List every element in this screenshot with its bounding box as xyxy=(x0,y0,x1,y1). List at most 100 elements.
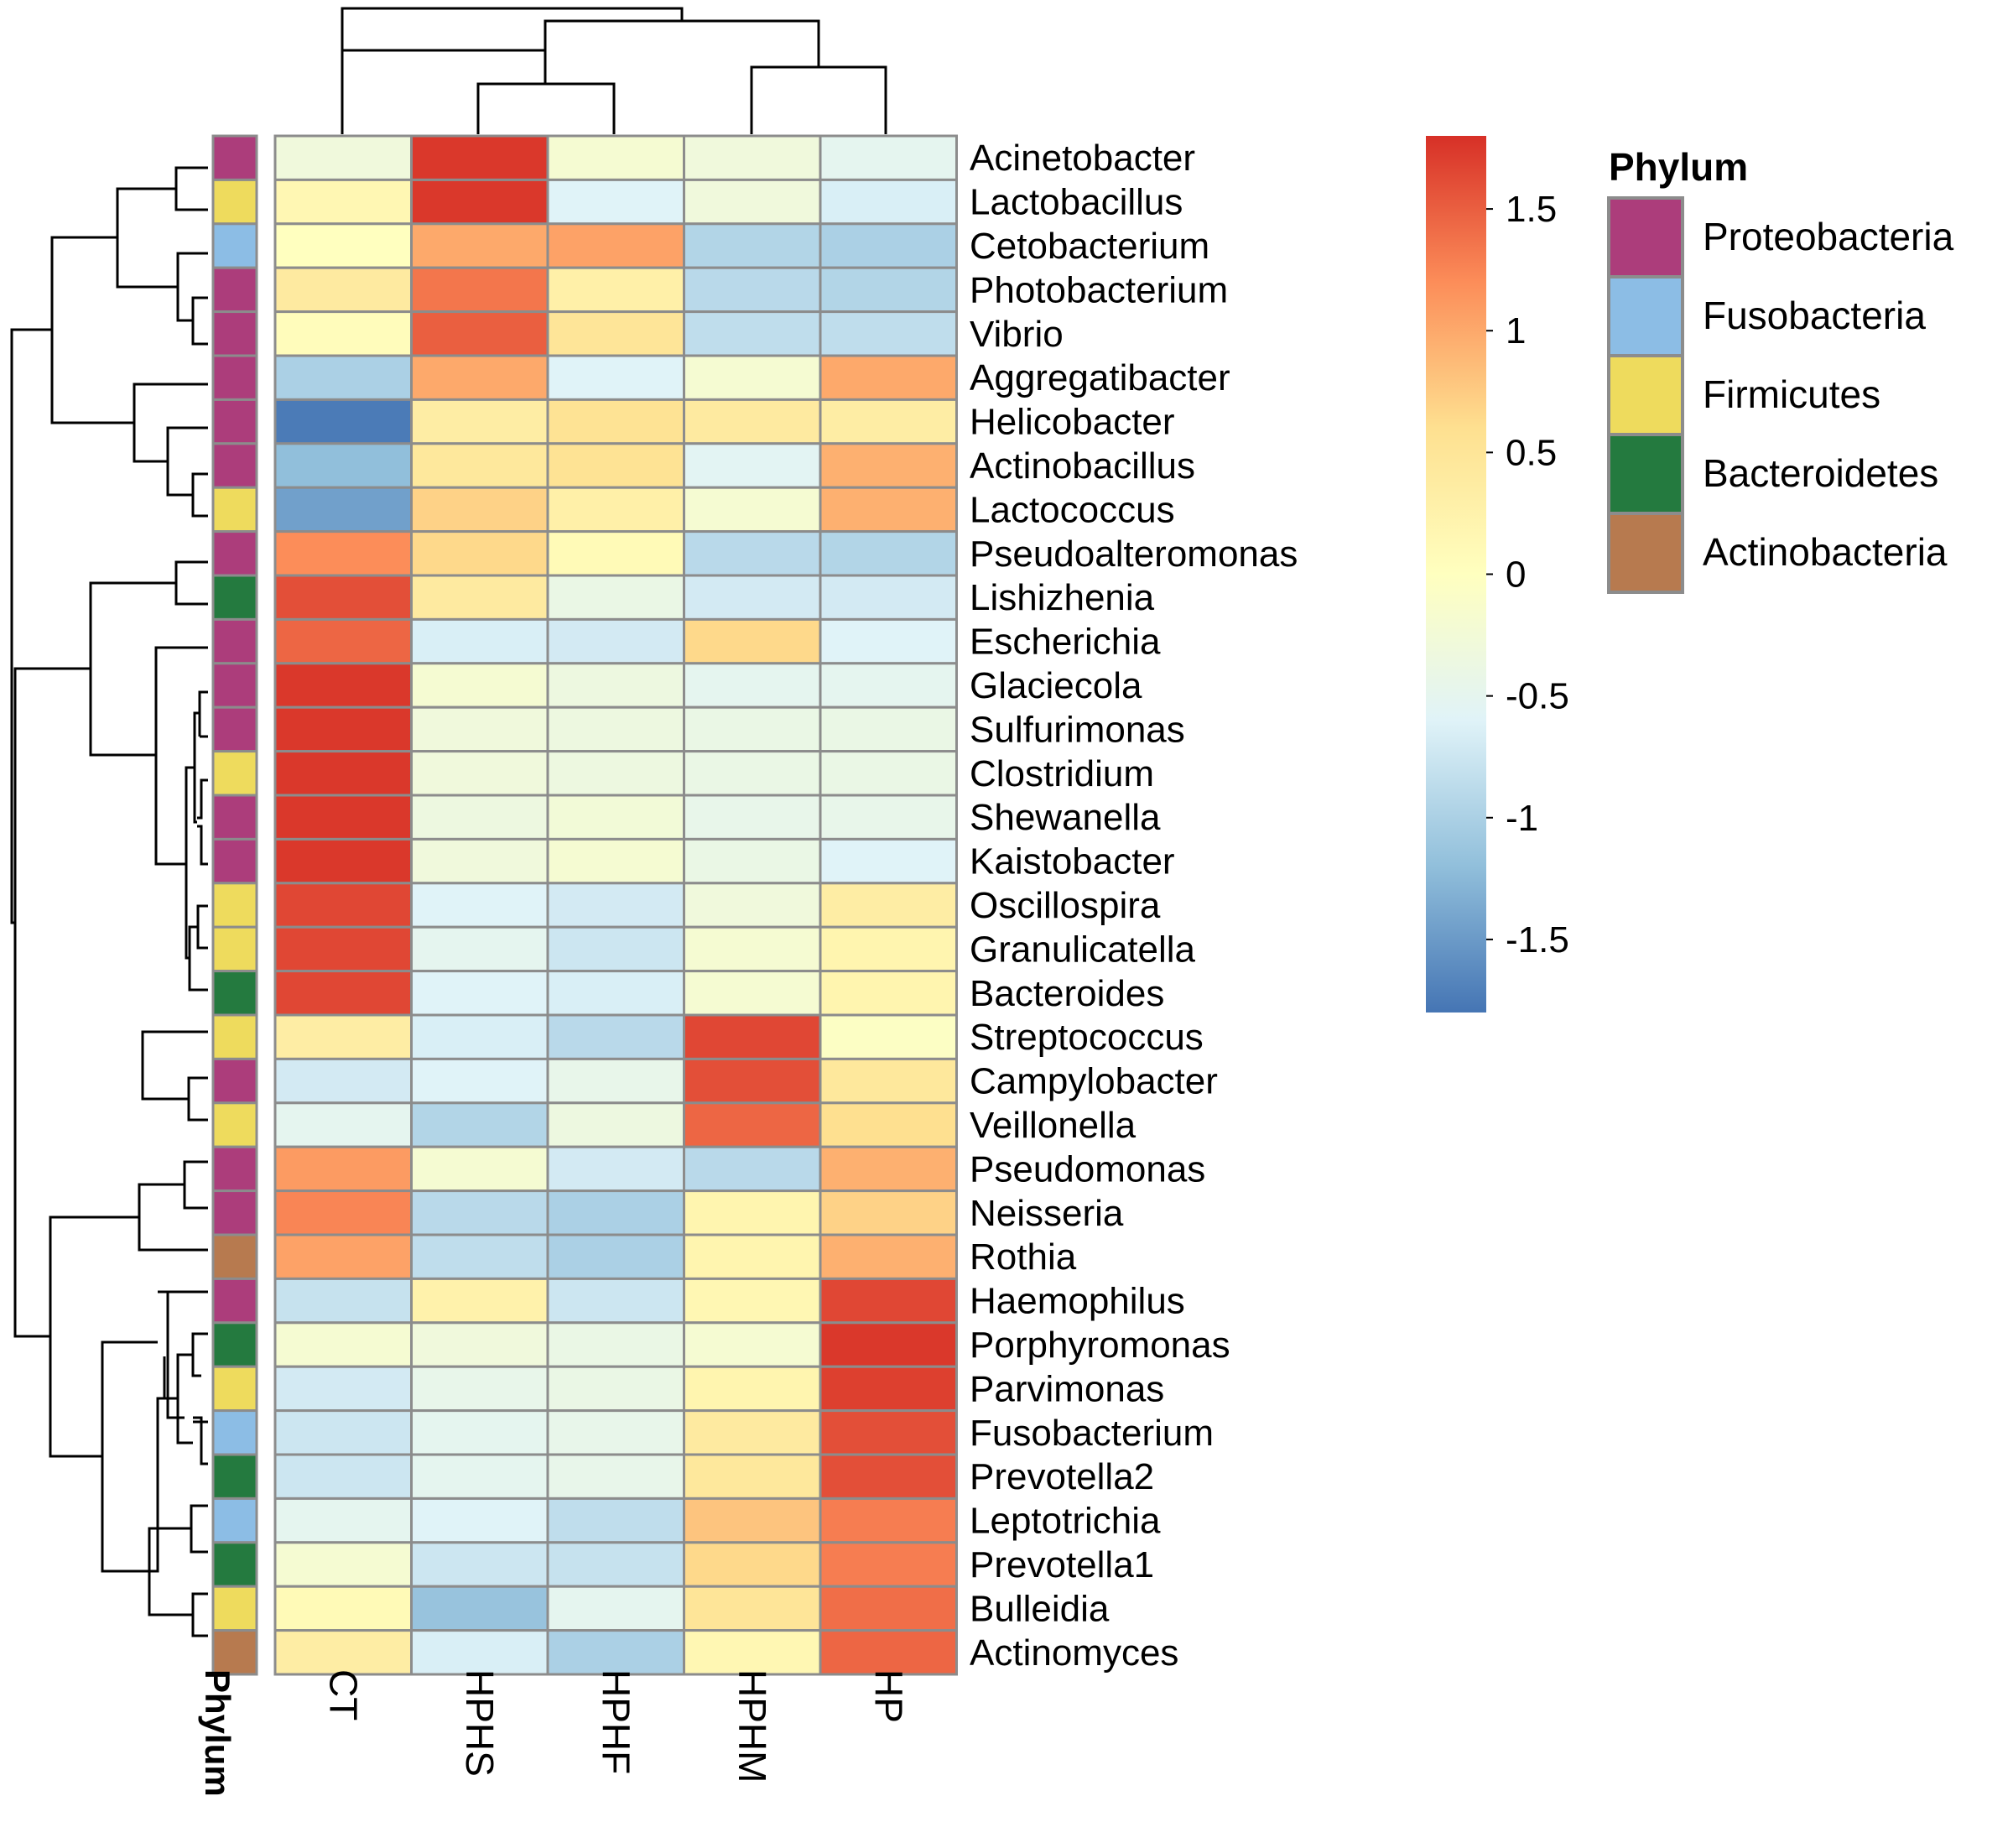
heatmap-cell xyxy=(410,398,549,445)
heatmap-cell xyxy=(546,1145,685,1193)
phylum-legend: Phylum Proteobacteria Fusobacteria Firmicu… xyxy=(1607,145,1954,594)
heatmap-cell xyxy=(683,837,822,885)
heatmap-cell xyxy=(273,617,413,665)
heatmap-cell xyxy=(683,1233,822,1280)
heatmap-cell xyxy=(273,178,413,226)
column-dendrogram xyxy=(341,7,887,134)
heatmap-cell xyxy=(273,1145,413,1193)
heatmap-cell xyxy=(273,970,413,1017)
heatmap-cell xyxy=(273,882,413,929)
row-label: Neisseria xyxy=(970,1193,1124,1234)
heatmap-cell xyxy=(819,970,958,1017)
heatmap-cell xyxy=(410,1453,549,1500)
heatmap-cell xyxy=(410,310,549,357)
color-scale-ticks: 1.5 1 0.5 0 -0.5 -1 -1.5 xyxy=(1486,189,1569,960)
row-label: Bulleidia xyxy=(970,1588,1110,1629)
row-labels: AcinetobacterLactobacillusCetobacteriumP… xyxy=(970,138,1298,1674)
heatmap-cell xyxy=(273,925,413,973)
heatmap-cell xyxy=(410,1233,549,1280)
heatmap-cell xyxy=(410,574,549,621)
heatmap-cell xyxy=(273,442,413,489)
heatmap-cell xyxy=(819,310,958,357)
color-scale-tick-label: -1 xyxy=(1506,798,1538,839)
legend-title: Phylum xyxy=(1609,145,1748,189)
heatmap-cell xyxy=(683,1453,822,1500)
phylum-annotation-cell xyxy=(211,750,258,797)
heatmap-cell xyxy=(546,178,685,226)
row-label: Granulicatella xyxy=(970,929,1196,970)
heatmap-cell xyxy=(546,134,685,181)
heatmap-cell xyxy=(683,178,822,226)
heatmap-cell xyxy=(819,486,958,534)
heatmap-cell xyxy=(683,1013,822,1060)
heatmap-cell xyxy=(819,134,958,181)
heatmap-cell xyxy=(819,266,958,314)
color-scale-tick-label: 0 xyxy=(1506,554,1526,596)
heatmap-cell xyxy=(546,354,685,401)
heatmap-cell xyxy=(273,1321,413,1368)
phylum-annotation-cell xyxy=(211,530,258,577)
heatmap-cell xyxy=(410,970,549,1017)
row-label: Helicobacter xyxy=(970,402,1175,443)
phylum-annotation-cell xyxy=(211,398,258,445)
heatmap-cell xyxy=(410,134,549,181)
heatmap-cell xyxy=(546,574,685,621)
heatmap-cell xyxy=(819,1497,958,1544)
heatmap-cell xyxy=(273,1277,413,1325)
heatmap-cell xyxy=(546,1541,685,1588)
heatmap-cell xyxy=(819,398,958,445)
phylum-annotation-cell xyxy=(211,1629,258,1676)
heatmap-cell xyxy=(410,266,549,314)
heatmap-cell xyxy=(683,354,822,401)
heatmap-cell xyxy=(546,925,685,973)
phylum-annotation-cell xyxy=(211,310,258,357)
heatmap-cell xyxy=(410,662,549,709)
heatmap-cell xyxy=(273,1453,413,1500)
phylum-annotation-cell xyxy=(211,970,258,1017)
heatmap-cell xyxy=(410,178,549,226)
heatmap-cell xyxy=(410,925,549,973)
heatmap-cell xyxy=(683,794,822,841)
heatmap-cell xyxy=(410,530,549,577)
heatmap-cell xyxy=(410,794,549,841)
heatmap-cell xyxy=(273,1585,413,1632)
heatmap-cell xyxy=(546,1277,685,1325)
heatmap-cell xyxy=(819,1189,958,1236)
phylum-annotation-cell xyxy=(211,1541,258,1588)
row-label: Cetobacterium xyxy=(970,226,1209,267)
row-label: Porphyromonas xyxy=(970,1325,1230,1366)
heatmap-cell xyxy=(546,794,685,841)
heatmap-cell xyxy=(819,1101,958,1148)
row-label: Prevotella1 xyxy=(970,1544,1154,1585)
heatmap-cell xyxy=(546,398,685,445)
heatmap-cell xyxy=(819,1365,958,1413)
heatmap-cell xyxy=(410,1409,549,1456)
color-scale-bar xyxy=(1426,136,1486,1012)
heatmap-cell xyxy=(273,310,413,357)
row-label: Fusobacterium xyxy=(970,1413,1214,1454)
heatmap-cell xyxy=(410,1497,549,1544)
phylum-annotation-cell xyxy=(211,794,258,841)
row-label: Photobacterium xyxy=(970,269,1228,310)
legend-swatch xyxy=(1607,512,1684,594)
heatmap-cell xyxy=(683,134,822,181)
heatmap-cell xyxy=(273,486,413,534)
legend-swatch xyxy=(1607,196,1684,279)
heatmap-cell xyxy=(683,925,822,973)
heatmap-cells xyxy=(273,134,958,1676)
heatmap-cell xyxy=(683,266,822,314)
row-label: Rothia xyxy=(970,1236,1077,1278)
heatmap-cell xyxy=(546,882,685,929)
heatmap-cell xyxy=(819,354,958,401)
row-label: Kaistobacter xyxy=(970,841,1175,882)
phylum-annotation-cell xyxy=(211,354,258,401)
heatmap-cell xyxy=(273,222,413,269)
row-label: Shewanella xyxy=(970,797,1161,838)
row-label: Clostridium xyxy=(970,753,1154,794)
heatmap-cell xyxy=(819,1321,958,1368)
heatmap-cell xyxy=(819,1233,958,1280)
heatmap-cell xyxy=(683,1321,822,1368)
row-label: Lactobacillus xyxy=(970,182,1183,223)
row-label: Glaciecola xyxy=(970,665,1142,706)
